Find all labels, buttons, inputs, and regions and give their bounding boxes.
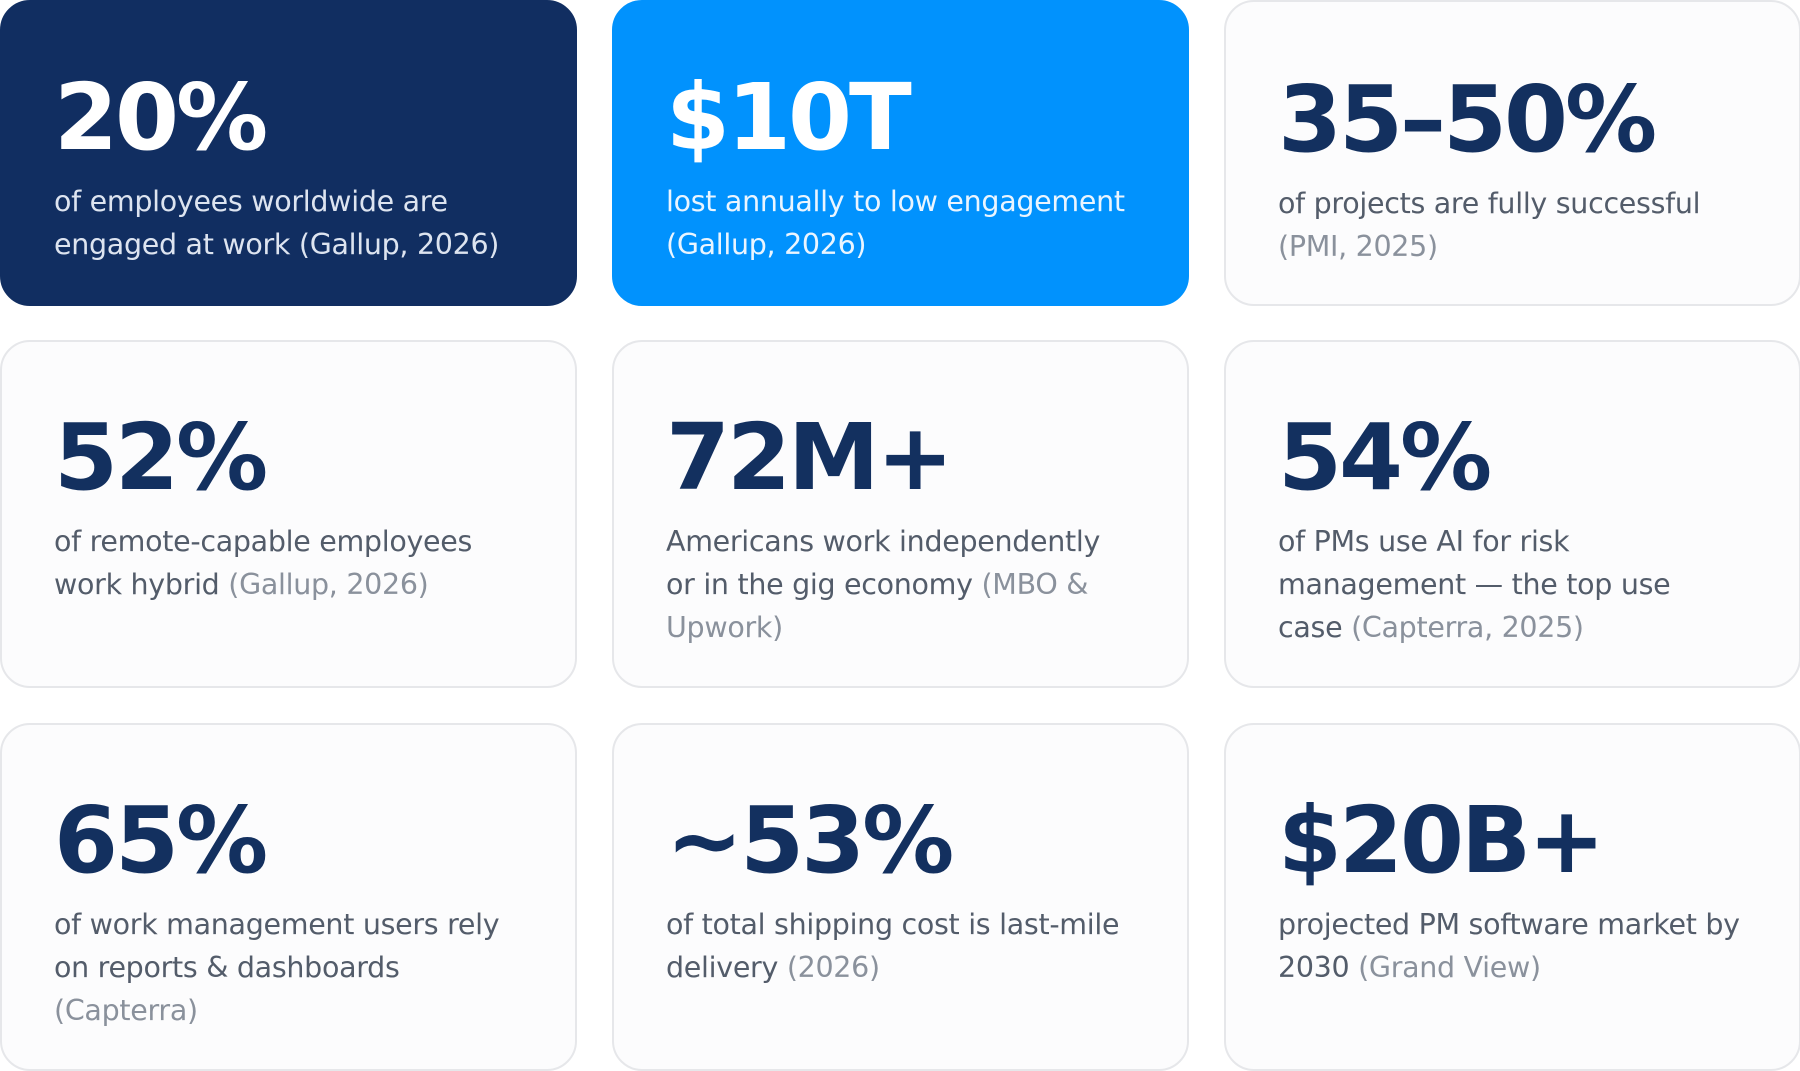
stat-card-gig-economy: 72M+ Americans work independently or in … [612, 340, 1189, 688]
stat-card-engagement: 20% of employees worldwide are engaged a… [0, 0, 577, 306]
stat-text: of projects are fully successful [1278, 187, 1701, 220]
stat-card-engagement-cost: $10T lost annually to low engagement (Ga… [612, 0, 1189, 306]
stat-description: of total shipping cost is last-mile deli… [666, 903, 1131, 989]
stat-card-ai-risk: 54% of PMs use AI for risk management — … [1224, 340, 1800, 688]
stat-source: (PMI, 2025) [1278, 230, 1438, 263]
stat-text: of work management users rely on reports… [54, 908, 500, 984]
stat-description: of projects are fully successful (PMI, 20… [1278, 182, 1743, 268]
stat-text: Americans work independently or in the g… [666, 525, 1101, 601]
stat-source: (Gallup, 2026) [666, 228, 867, 261]
stat-description: of PMs use AI for risk management — the … [1278, 520, 1743, 649]
stat-card-dashboards: 65% of work management users rely on rep… [0, 723, 577, 1071]
stat-value: 72M+ [666, 404, 954, 511]
stat-value: 54% [1278, 404, 1492, 511]
stat-description: of remote-capable employees work hybrid … [54, 520, 519, 606]
stat-value: 20% [54, 64, 268, 171]
stat-text: of remote-capable employees work hybrid [54, 525, 473, 601]
stat-source: (Capterra) [54, 994, 198, 1027]
stat-text: projected PM software market by 2030 [1278, 908, 1740, 984]
stat-source: (Capterra, 2025) [1351, 611, 1584, 644]
stat-card-project-success: 35–50% of projects are fully successful (… [1224, 0, 1800, 306]
stat-card-last-mile: ~53% of total shipping cost is last-mile… [612, 723, 1189, 1071]
stat-text: lost annually to low engagement [666, 185, 1125, 218]
stat-source: (Gallup, 2026) [298, 228, 500, 261]
stat-description: lost annually to low engagement (Gallup,… [666, 180, 1131, 266]
stat-card-hybrid-work: 52% of remote-capable employees work hyb… [0, 340, 577, 688]
stat-text: of PMs use AI for risk management — the … [1278, 525, 1671, 644]
stat-source: (Grand View) [1358, 951, 1541, 984]
stat-source: (MBO & Upwork) [666, 568, 1089, 644]
stat-value: ~53% [666, 787, 954, 894]
stat-description: of work management users rely on reports… [54, 903, 519, 1032]
stat-value: 65% [54, 787, 268, 894]
stat-value: $20B+ [1278, 787, 1605, 894]
stat-source: (Gallup, 2026) [228, 568, 429, 601]
stat-description: projected PM software market by 2030 (Gr… [1278, 903, 1743, 989]
stat-source: (2026) [786, 951, 880, 984]
stat-description: of employees worldwide are engaged at wo… [54, 180, 519, 266]
stat-card-pm-market: $20B+ projected PM software market by 20… [1224, 723, 1800, 1071]
stat-value: 35–50% [1278, 66, 1657, 173]
stat-value: 52% [54, 404, 268, 511]
stat-value: $10T [666, 64, 912, 171]
stat-text: of employees worldwide are engaged at wo… [54, 185, 448, 261]
stat-text: of total shipping cost is last-mile deli… [666, 908, 1120, 984]
stat-description: Americans work independently or in the g… [666, 520, 1131, 649]
